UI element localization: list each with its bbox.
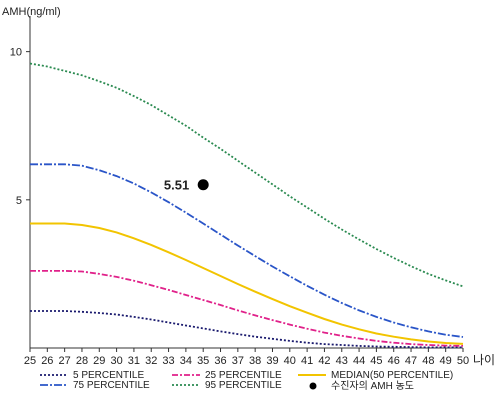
x-tick-label: 44 bbox=[353, 355, 365, 367]
y-axis-label: AMH(ng/ml) bbox=[2, 6, 61, 18]
x-tick-label: 38 bbox=[249, 355, 261, 367]
x-tick-label: 26 bbox=[41, 355, 53, 367]
x-tick-label: 48 bbox=[422, 355, 434, 367]
x-tick-label: 34 bbox=[180, 355, 192, 367]
series-line-5-percentile bbox=[30, 310, 463, 349]
x-tick-label: 45 bbox=[370, 355, 382, 367]
x-tick-label: 25 bbox=[24, 355, 36, 367]
x-tick-label: 46 bbox=[388, 355, 400, 367]
series-line-25-percentile bbox=[30, 269, 464, 347]
legend-marker-swatch bbox=[309, 382, 317, 390]
x-tick-label: 35 bbox=[197, 355, 209, 367]
x-tick-label: 43 bbox=[336, 355, 348, 367]
legend-label: 5 PERCENTILE bbox=[73, 370, 144, 381]
x-tick-label: 31 bbox=[128, 355, 140, 367]
x-tick-label: 42 bbox=[318, 355, 330, 367]
x-tick-label: 27 bbox=[59, 355, 71, 367]
patient-marker: 5.51 bbox=[164, 178, 209, 193]
x-tick-label: 49 bbox=[440, 355, 452, 367]
x-tick-label: 37 bbox=[232, 355, 244, 367]
legend-label: 95 PERCENTILE bbox=[205, 380, 282, 391]
legend: 5 PERCENTILE 25 PERCENTILE MEDIAN(50 PERCE… bbox=[40, 370, 453, 392]
x-axis-label: 나이 bbox=[473, 353, 495, 367]
patient-amh-value-label: 5.51 bbox=[164, 178, 189, 193]
x-tick-label: 32 bbox=[145, 355, 157, 367]
series-line-95-percentile bbox=[29, 62, 464, 288]
x-tick-label: 50 bbox=[457, 355, 469, 367]
patient-amh-point bbox=[197, 179, 209, 191]
legend-label: 25 PERCENTILE bbox=[205, 370, 282, 381]
legend-label: MEDIAN(50 PERCENTILE) bbox=[331, 370, 453, 381]
x-tick-label: 41 bbox=[301, 355, 313, 367]
x-tick-label: 36 bbox=[214, 355, 226, 367]
x-tick-label: 39 bbox=[266, 355, 278, 367]
x-tick-label: 29 bbox=[93, 355, 105, 367]
x-tick-label: 33 bbox=[162, 355, 174, 367]
x-tick-label: 40 bbox=[284, 355, 296, 367]
series-lines bbox=[29, 62, 464, 349]
x-tick-label: 28 bbox=[76, 355, 88, 367]
x-tick-label: 30 bbox=[110, 355, 122, 367]
y-tick-label: 10 bbox=[10, 47, 22, 59]
legend-label: 75 PERCENTILE bbox=[73, 380, 150, 391]
x-ticks: 25 26 27 28 29 30 31 32 33 34 35 36 37 38 39 40 41 42 43 44… bbox=[24, 348, 469, 367]
plot-area: 25 26 27 28 29 30 31 32 33 34 35 36 37 38 39 40 41 42 43 44… bbox=[10, 16, 469, 367]
series-line-75-percentile bbox=[30, 163, 464, 338]
x-tick-label: 47 bbox=[405, 355, 417, 367]
legend-marker-label: 수진자의 AMH 농도 bbox=[331, 380, 414, 392]
series-line-median-50-percentile bbox=[30, 222, 464, 345]
y-ticks: 5 10 bbox=[10, 47, 30, 207]
y-tick-label: 5 bbox=[16, 195, 22, 207]
